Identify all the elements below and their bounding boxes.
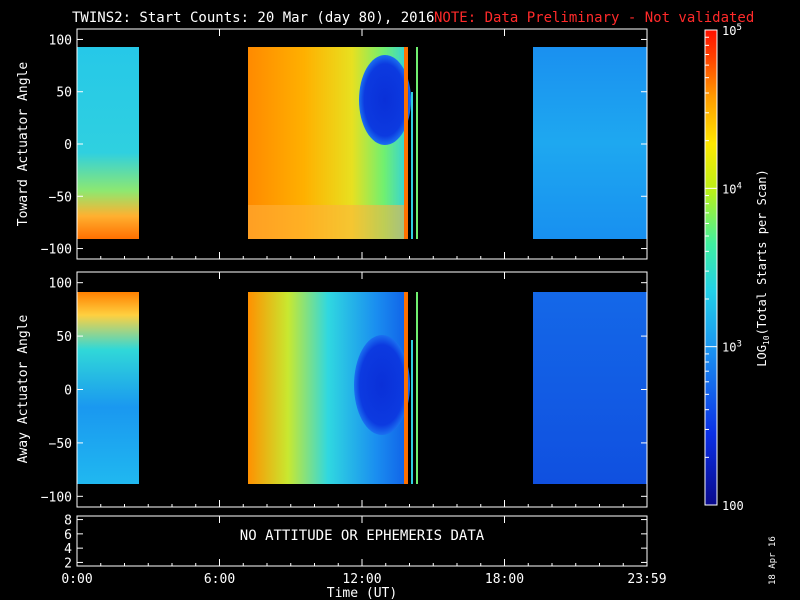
x-tick-label: 23:59 [627, 572, 666, 587]
y-tick-label: 4 [64, 542, 72, 557]
y-axis-label: Toward Actuator Angle [16, 62, 31, 227]
y-tick-label: −50 [49, 190, 72, 205]
edge-stripe [404, 292, 408, 484]
y-axis: 100 50 0 −50 −100 [41, 277, 647, 505]
low-count-region [359, 55, 411, 145]
y-tick-label: 100 [49, 33, 72, 48]
data-block-3 [533, 47, 647, 239]
date-stamp: 18 Apr 16 [768, 536, 778, 585]
heatmap-toward [77, 47, 647, 239]
y-axis: 100 50 0 −50 −100 [41, 33, 647, 258]
colorbar-tick-label: 104 [722, 181, 742, 196]
x-tick-label: 0:00 [61, 572, 92, 587]
y-tick-label: 100 [49, 277, 72, 292]
x-tick-labels: 0:00 6:00 12:00 18:00 23:59 [61, 572, 666, 587]
y-tick-label: 2 [64, 556, 72, 571]
colorbar-tick-label: 105 [722, 23, 742, 38]
x-axis-label: Time (UT) [327, 586, 397, 600]
y-tick-label: −100 [41, 243, 72, 258]
x-tick-marks [76, 272, 648, 507]
colorbar: 105 104 103 100 LOG10(Total Starts per Scan… [704, 23, 771, 513]
x-tick-label: 18:00 [485, 572, 524, 587]
data-block-3 [533, 292, 647, 484]
edge-stripe [404, 47, 408, 239]
y-tick-label: −100 [41, 490, 72, 505]
low-count-region [354, 335, 410, 435]
thin-line-1 [411, 340, 413, 484]
no-data-message: NO ATTITUDE OR EPHEMERIS DATA [240, 528, 485, 544]
y-tick-label: −50 [49, 437, 72, 452]
y-tick-label: 50 [56, 86, 72, 101]
x-tick-label: 12:00 [342, 572, 381, 587]
y-tick-label: 8 [64, 514, 72, 529]
y-tick-label: 0 [64, 384, 72, 399]
x-tick-label: 6:00 [204, 572, 235, 587]
colorbar-tick-label: 103 [722, 340, 742, 355]
y-tick-label: 0 [64, 138, 72, 153]
thin-line-2 [416, 47, 418, 239]
panel-toward: 100 50 0 −50 −100 Toward Actuator Angle [16, 28, 648, 260]
data-block-1 [77, 292, 139, 484]
colorbar-tick-label: 100 [722, 499, 744, 513]
chart-title: TWINS2: Start Counts: 20 Mar (day 80), 2… [72, 10, 434, 26]
preliminary-note: NOTE: Data Preliminary - Not validated [434, 10, 754, 26]
y-tick-label: 6 [64, 528, 72, 543]
x-tick-marks [76, 516, 648, 566]
warm-band [248, 205, 408, 239]
y-tick-label: 50 [56, 330, 72, 345]
thin-line-2 [416, 292, 418, 484]
colorbar-label: LOG10(Total Starts per Scan) [755, 169, 771, 367]
y-axis-label: Away Actuator Angle [16, 314, 31, 463]
heatmap-away [77, 292, 647, 484]
thin-line-1 [411, 92, 413, 239]
colorbar-ticks: 105 104 103 100 [705, 23, 744, 513]
panel-away: 100 50 0 −50 −100 Away Actuator Angle [16, 271, 648, 508]
colorbar-gradient [704, 29, 718, 506]
x-tick-marks [76, 29, 648, 259]
data-block-1 [77, 47, 139, 239]
